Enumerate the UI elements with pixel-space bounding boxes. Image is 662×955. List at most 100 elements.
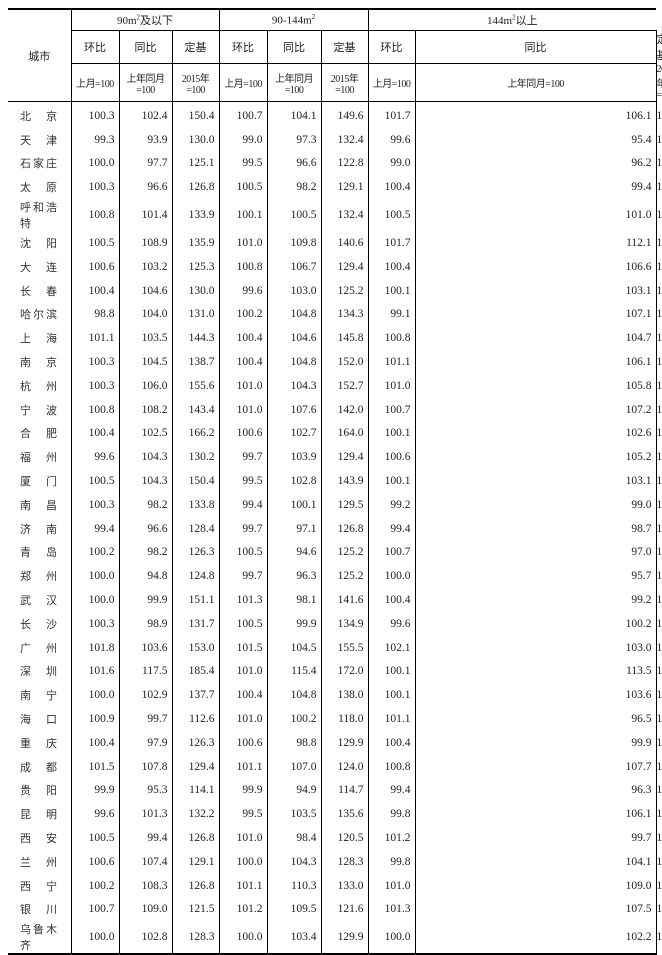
value-cell: 107.7 <box>414 754 657 779</box>
city-name: 宁波 <box>20 403 57 417</box>
value-cell: 100.0 <box>367 921 416 955</box>
table-row: 上海 101.1 103.5 144.3 100.4 104.6 145.8 100.8 104… <box>8 326 662 351</box>
value-cell: 143.4 <box>171 397 220 422</box>
value-cell: 129.9 <box>320 921 369 955</box>
value-cell: 155.5 <box>320 635 369 660</box>
city-cell: 天津 <box>8 127 72 152</box>
base-header: 上月=100 <box>367 63 416 102</box>
value-cell: 100.1 <box>266 492 322 517</box>
value-cell: 99.9 <box>70 778 119 803</box>
city-cell: 南昌 <box>8 492 72 517</box>
value-cell: 144.3 <box>171 326 220 351</box>
value-cell: 100.9 <box>70 707 119 731</box>
value-cell: 100.3 <box>70 350 119 374</box>
city-cell: 大连 <box>8 254 72 279</box>
value-cell: 129.9 <box>320 730 369 755</box>
value-cell: 98.1 <box>266 588 322 612</box>
value-cell: 100.3 <box>70 373 119 398</box>
city-cell: 呼和浩特 <box>8 199 72 232</box>
value-cell: 100.4 <box>218 326 268 351</box>
table-row: 大连 100.6 103.2 125.3 100.8 106.7 129.4 100.4 106… <box>8 254 662 279</box>
table-row: 乌鲁木齐 100.0 102.8 128.3 100.0 103.4 129.9 100.0 1… <box>8 921 662 955</box>
value-cell: 99.2 <box>367 492 416 517</box>
value-cell: 138.0 <box>320 683 369 708</box>
value-cell: 100.5 <box>266 199 322 232</box>
value-cell: 124.8 <box>171 564 220 589</box>
value-cell: 99.6 <box>70 802 119 827</box>
value-cell: 98.4 <box>266 826 322 850</box>
value-cell: 100.0 <box>70 588 119 612</box>
value-cell: 99.2 <box>414 588 657 612</box>
value-cell: 100.1 <box>367 659 416 684</box>
value-cell: 128.4 <box>171 516 220 541</box>
city-cell: 沈阳 <box>8 231 72 255</box>
value-cell: 101.0 <box>218 373 268 398</box>
value-cell: 100.6 <box>218 730 268 755</box>
value-cell: 97.7 <box>118 151 172 176</box>
value-cell: 99.9 <box>218 778 268 803</box>
value-cell: 101.5 <box>70 754 119 779</box>
value-cell: 101.3 <box>367 897 416 922</box>
value-cell: 100.0 <box>70 151 119 176</box>
city-name: 兰州 <box>20 855 57 869</box>
sub-header: 定基 <box>320 30 369 64</box>
value-cell: 106.1 <box>414 802 657 827</box>
city-name: 南昌 <box>20 498 57 512</box>
value-cell: 104.7 <box>414 326 657 351</box>
value-cell: 101.1 <box>367 350 416 374</box>
value-cell: 99.0 <box>414 492 657 517</box>
value-cell: 102.1 <box>367 635 416 660</box>
value-cell: 100.8 <box>70 397 119 422</box>
value-cell: 99.5 <box>218 469 268 493</box>
housing-price-index-table: 城市 90m2及以下 90-144m2 144m2以上 环比 同比 定基 环比 同比 定基 环比 同比… <box>8 8 662 955</box>
value-cell: 104.8 <box>266 683 322 708</box>
value-cell: 99.5 <box>218 151 268 176</box>
city-cell: 广州 <box>8 635 72 660</box>
value-cell: 132.2 <box>171 802 220 827</box>
value-cell: 96.6 <box>118 516 172 541</box>
city-cell: 济南 <box>8 516 72 541</box>
city-cell: 西宁 <box>8 873 72 898</box>
city-name: 石家庄 <box>20 157 57 171</box>
value-cell: 129.1 <box>171 849 220 874</box>
value-cell: 101.7 <box>367 101 416 128</box>
value-cell: 107.2 <box>414 397 657 422</box>
value-cell: 142.0 <box>320 397 369 422</box>
city-name: 重庆 <box>20 736 57 750</box>
group-label-sup: 2 <box>512 13 516 22</box>
value-cell: 96.6 <box>118 175 172 200</box>
value-cell: 155.6 <box>171 373 220 398</box>
value-cell: 100.2 <box>70 873 119 898</box>
value-cell: 117.5 <box>118 659 172 684</box>
value-cell: 124.0 <box>320 754 369 779</box>
value-cell: 100.0 <box>70 921 119 955</box>
value-cell: 101.0 <box>367 873 416 898</box>
city-name: 深圳 <box>20 665 57 679</box>
city-name: 厦门 <box>20 475 57 489</box>
table-header: 城市 90m2及以下 90-144m2 144m2以上 环比 同比 定基 环比 同比 定基 环比 同比… <box>8 9 662 102</box>
value-cell: 126.8 <box>171 175 220 200</box>
value-cell: 100.2 <box>266 707 322 731</box>
table-row: 合肥 100.4 102.5 166.2 100.6 102.7 164.0 100.1 102… <box>8 421 662 446</box>
value-cell: 102.9 <box>118 683 172 708</box>
value-cell: 100.8 <box>367 326 416 351</box>
city-cell: 哈尔滨 <box>8 302 72 327</box>
value-cell: 99.4 <box>118 826 172 850</box>
value-cell: 128.3 <box>171 921 220 955</box>
value-cell: 95.4 <box>414 127 657 152</box>
value-cell: 118.0 <box>320 707 369 731</box>
value-cell: 100.3 <box>70 101 119 128</box>
table-row: 呼和浩特 100.8 101.4 133.9 100.1 100.5 132.4 100.5 1… <box>8 199 662 232</box>
group-label-suffix: 及以下 <box>140 15 174 27</box>
city-cell: 福州 <box>8 445 72 470</box>
value-cell: 100.6 <box>70 254 119 279</box>
value-cell: 107.1 <box>414 302 657 327</box>
value-cell: 97.1 <box>266 516 322 541</box>
value-cell: 129.4 <box>320 445 369 470</box>
value-cell: 125.2 <box>320 278 369 303</box>
city-cell: 上海 <box>8 326 72 351</box>
city-cell: 深圳 <box>8 659 72 684</box>
city-name: 昆明 <box>20 808 57 822</box>
city-cell: 郑州 <box>8 564 72 589</box>
table-row: 太原 100.3 96.6 126.8 100.5 98.2 129.1 100.4 99.4 1… <box>8 175 662 200</box>
